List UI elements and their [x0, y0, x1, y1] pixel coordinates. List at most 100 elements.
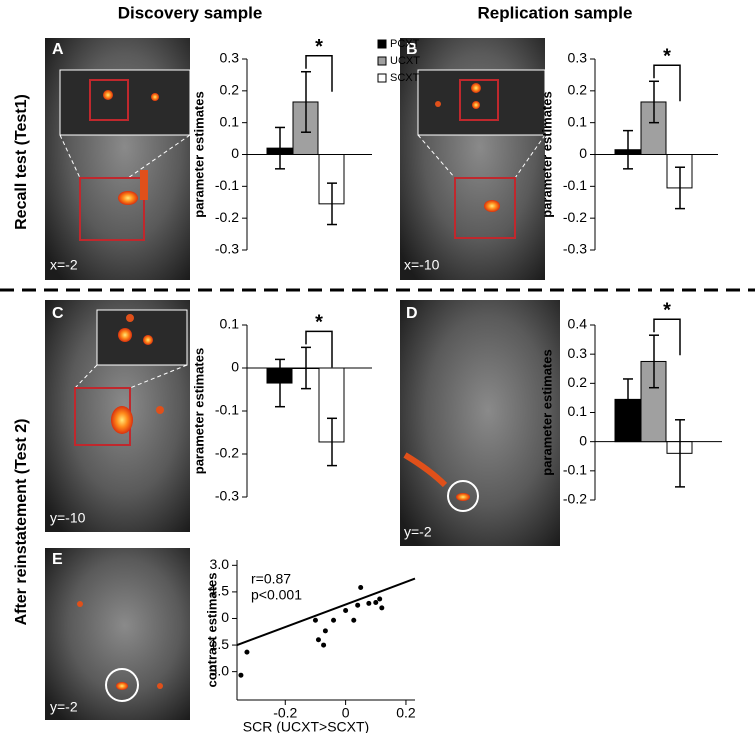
point [351, 617, 357, 623]
y-tick-label: 0.1 [568, 113, 588, 129]
legend-label: PCXT [390, 38, 420, 50]
slice-label: y=-2 [404, 524, 432, 540]
y-tick-label: -0.1 [563, 462, 587, 478]
error-bar [649, 334, 659, 389]
slice-label: x=-2 [50, 257, 78, 273]
y-tick-label: 0.3 [220, 50, 240, 66]
panel-letter: C [52, 305, 64, 322]
y-tick-label: 0.1 [220, 113, 240, 129]
error-bar [327, 417, 337, 467]
y-tick-label: -0.3 [563, 241, 587, 257]
column-title: Discovery sample [118, 3, 263, 22]
significance-bracket [653, 318, 681, 356]
legend-swatch [377, 56, 387, 66]
column-title: Replication sample [478, 3, 633, 22]
y-axis-label: contrast estimates [204, 573, 219, 688]
error-bar [649, 80, 659, 124]
y-axis-label: parameter estimates [539, 91, 554, 217]
fit-line [236, 577, 416, 647]
y-tick-label: 0.3 [568, 345, 588, 361]
point [321, 642, 327, 648]
y-tick-label: 0.2 [568, 82, 588, 98]
y-axis-label: parameter estimates [191, 91, 206, 217]
y-tick-label: -0.1 [215, 402, 239, 418]
y-axis-label: parameter estimates [539, 349, 554, 475]
y-tick-label: 1.5 [210, 636, 230, 652]
y-tick-label: 0 [231, 145, 239, 161]
x-tick-label: 0.2 [396, 705, 416, 721]
row-title: After reinstatement (Test 2) [13, 419, 30, 626]
y-tick-label: -0.1 [215, 177, 239, 193]
point [373, 600, 379, 606]
brain-image: B x=-10 [400, 38, 546, 280]
panel-letter: A [52, 41, 64, 58]
legend-label: SCXT [390, 72, 420, 84]
panel-letter: D [406, 305, 418, 322]
legend-swatch [377, 39, 387, 49]
slice-label: x=-10 [404, 257, 440, 273]
y-axis-label: parameter estimates [191, 348, 206, 474]
x-tick-label: -0.2 [273, 705, 297, 721]
y-tick-label: 3.0 [210, 662, 230, 678]
brain-image: C y=-10 [45, 300, 190, 532]
significance-bracket [305, 54, 333, 92]
error-bar [623, 129, 633, 170]
brain-image: A x=-2 [45, 38, 191, 280]
y-tick-label: 0 [579, 432, 587, 448]
error-bar [301, 70, 311, 133]
error-bar [275, 126, 285, 170]
point [322, 628, 328, 634]
y-tick-label: 0.3 [568, 50, 588, 66]
y-tick-label: 0.4 [568, 316, 588, 332]
point [244, 649, 250, 655]
row-title: Recall test (Test1) [13, 94, 30, 230]
point [331, 617, 337, 623]
y-tick-label: 0 [231, 359, 239, 375]
error-bar [675, 419, 685, 488]
y-tick-label: -0.3 [215, 488, 239, 504]
y-tick-label: 0.2 [568, 374, 588, 390]
y-tick-label: 0 [221, 609, 229, 625]
point [379, 605, 385, 611]
y-tick-label: 0 [579, 145, 587, 161]
legend-label: UCXT [390, 55, 420, 67]
error-bar [675, 166, 685, 210]
significance-star: * [315, 36, 323, 58]
y-tick-label: -0.2 [563, 209, 587, 225]
slice-label: y=-2 [50, 699, 78, 715]
significance-bracket [653, 64, 681, 102]
significance-star: * [663, 299, 671, 321]
point [358, 584, 364, 590]
error-bar [327, 182, 337, 226]
panel-letter: B [406, 41, 418, 58]
error-bar [275, 358, 285, 408]
point [377, 596, 383, 602]
error-bar [623, 378, 633, 421]
stat-annotation: r=0.87 [251, 571, 291, 587]
y-tick-label: 1.5 [210, 583, 230, 599]
y-tick-label: 0.1 [220, 316, 240, 332]
significance-bracket [305, 330, 333, 368]
x-tick-label: 0 [342, 705, 350, 721]
point [312, 617, 318, 623]
point [315, 637, 321, 643]
y-tick-label: 3.0 [210, 556, 230, 572]
x-axis-label: SCR (UCXT>SCXT) [243, 719, 369, 733]
significance-star: * [315, 312, 323, 334]
brain-image: D y=-2 [400, 300, 560, 546]
y-tick-label: -0.2 [215, 445, 239, 461]
y-tick-label: 0.2 [220, 82, 240, 98]
legend-swatch [377, 73, 387, 83]
point [343, 608, 349, 614]
slice-label: y=-10 [50, 510, 86, 526]
y-tick-label: -0.2 [563, 491, 587, 507]
point [238, 672, 244, 678]
error-bar [301, 346, 311, 390]
y-tick-label: -0.3 [215, 241, 239, 257]
y-tick-label: 0.1 [568, 403, 588, 419]
bar [318, 367, 345, 443]
brain-image: E y=-2 [45, 548, 190, 720]
significance-star: * [663, 46, 671, 68]
panel-letter: E [52, 551, 63, 568]
y-tick-label: -0.1 [563, 177, 587, 193]
